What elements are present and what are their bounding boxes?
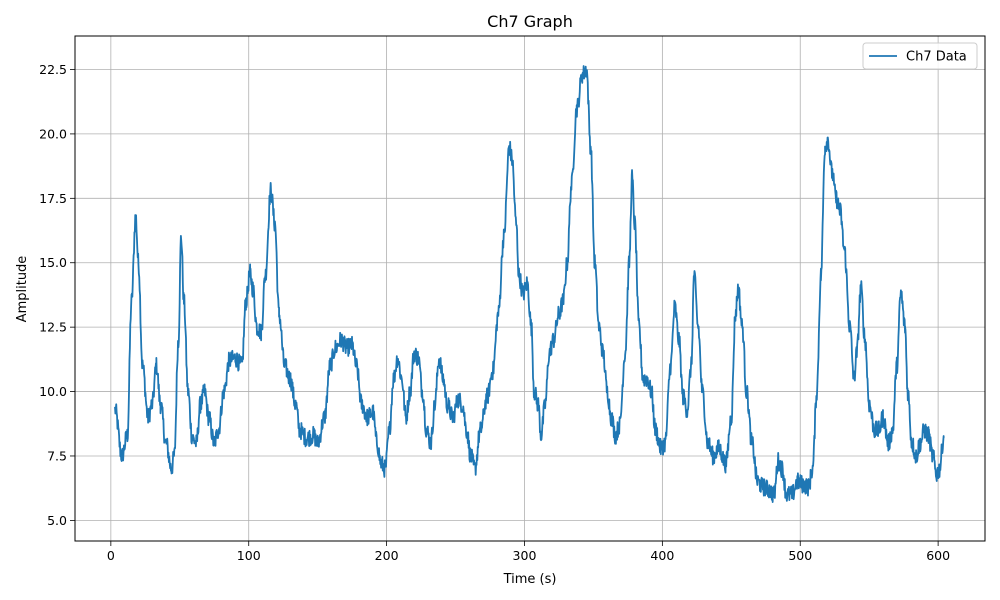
y-tick-label: 10.0 xyxy=(39,384,67,399)
y-tick-label: 7.5 xyxy=(47,448,67,463)
series-layer xyxy=(114,65,945,503)
grid xyxy=(75,36,985,541)
legend: Ch7 Data xyxy=(862,42,978,70)
x-tick-label: 300 xyxy=(513,548,537,563)
x-tick-label: 0 xyxy=(107,548,115,563)
x-axis-title: Time (s) xyxy=(503,572,557,587)
series-line xyxy=(114,65,945,503)
y-tick-label: 22.5 xyxy=(39,62,67,77)
y-tick-label: 15.0 xyxy=(39,255,67,270)
y-tick-label: 5.0 xyxy=(47,513,67,528)
x-tick-label: 200 xyxy=(375,548,399,563)
ticks: 0 100 200 300 400 500 600 5.0 7.5 10.0 12.5 15.0 17.… xyxy=(39,62,950,563)
y-axis-title: Amplitude xyxy=(15,256,30,323)
y-tick-label: 20.0 xyxy=(39,126,67,141)
x-tick-label: 100 xyxy=(237,548,261,563)
y-tick-label: 12.5 xyxy=(39,320,67,335)
legend-label: Ch7 Data xyxy=(906,50,967,65)
x-tick-label: 500 xyxy=(788,548,812,563)
x-tick-label: 600 xyxy=(926,548,950,563)
legend-box xyxy=(862,42,978,70)
x-tick-label: 400 xyxy=(650,548,674,563)
chart-title: Ch7 Graph xyxy=(487,12,573,31)
plot-frame xyxy=(74,35,986,542)
y-tick-label: 17.5 xyxy=(39,191,67,206)
